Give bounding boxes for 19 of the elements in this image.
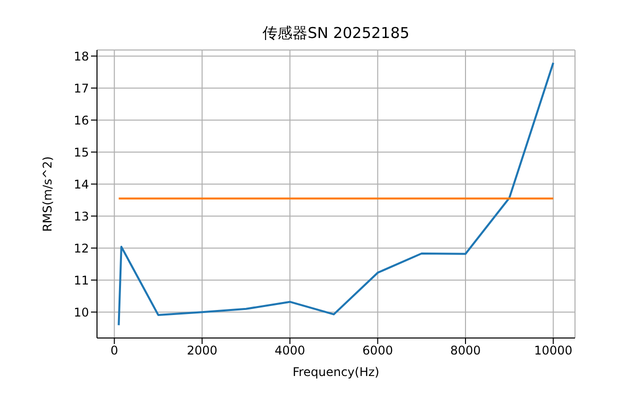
y-tick-label: 16 bbox=[74, 113, 89, 128]
y-tick-label: 14 bbox=[74, 177, 89, 192]
x-tick-label: 0 bbox=[110, 344, 118, 358]
y-tick-label: 11 bbox=[74, 273, 89, 288]
y-tick-label: 15 bbox=[74, 145, 89, 160]
y-axis-title: RMS(m/s^2) bbox=[40, 156, 54, 232]
x-tick-label: 6000 bbox=[362, 344, 393, 358]
line-series bbox=[118, 62, 554, 326]
chart-title: 传感器SN 20252185 bbox=[262, 24, 410, 43]
y-tick-label: 12 bbox=[74, 241, 89, 256]
x-tick-label: 2000 bbox=[186, 344, 218, 358]
y-tick-label: 13 bbox=[74, 209, 89, 224]
x-tick-label: 10000 bbox=[534, 344, 572, 358]
x-tick-label: 8000 bbox=[450, 344, 481, 358]
x-tick-label: 4000 bbox=[274, 344, 306, 358]
y-tick-label: 10 bbox=[74, 305, 89, 320]
x-axis-title: Frequency(Hz) bbox=[292, 365, 380, 379]
y-tick-label: 17 bbox=[74, 81, 89, 96]
y-tick-label: 18 bbox=[74, 49, 89, 64]
